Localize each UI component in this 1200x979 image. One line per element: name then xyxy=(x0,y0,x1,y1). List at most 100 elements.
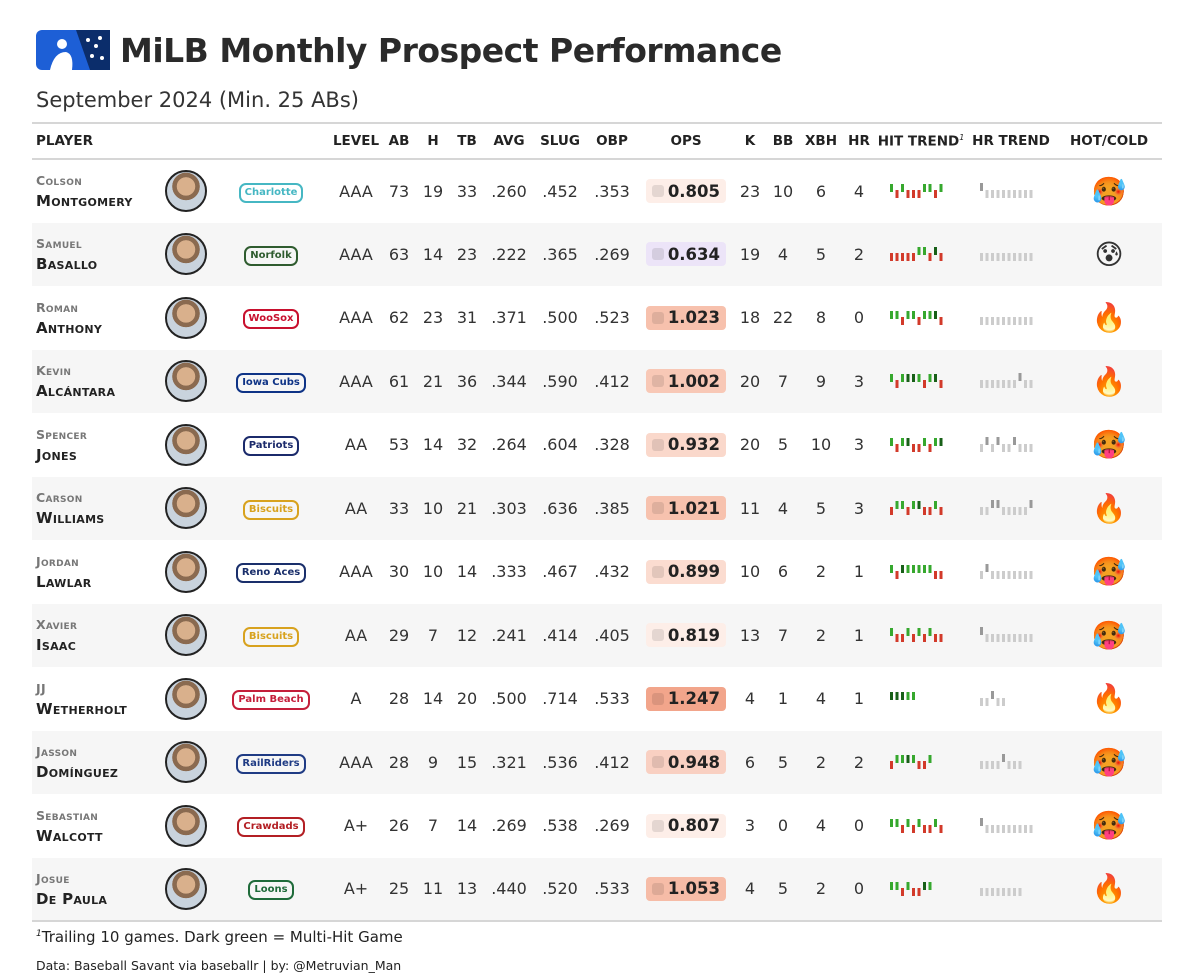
headshot-cell xyxy=(160,350,212,414)
stat-level: AAA xyxy=(339,562,373,582)
hr-bar xyxy=(1002,570,1006,579)
hit-bar xyxy=(906,507,910,516)
team-logo: Biscuits xyxy=(242,626,300,647)
hr-bar xyxy=(1018,253,1022,262)
stat-bb: 5 xyxy=(777,752,789,772)
hit-trend-sparkline xyxy=(890,628,943,643)
stat-slug: .536 xyxy=(542,752,578,772)
hit-bar xyxy=(917,190,921,199)
stat-tb: 14 xyxy=(456,816,478,836)
hit-bar xyxy=(906,818,910,827)
hr-bar xyxy=(1024,443,1028,452)
stat-xbh: 5 xyxy=(815,498,827,518)
hr-bar xyxy=(1018,316,1022,325)
stat-bb: 5 xyxy=(777,435,789,455)
player-first-name: JJ xyxy=(36,680,46,696)
hr-bar xyxy=(996,316,1000,325)
hit-bar xyxy=(901,634,905,643)
hit-bar xyxy=(917,818,921,827)
player-name: Sebastian Walcott xyxy=(32,794,160,858)
team-logo: Norfolk xyxy=(244,245,298,266)
hit-bar xyxy=(895,570,899,579)
team-logo: Palm Beach xyxy=(232,690,310,711)
stat-ops-cell: 1.002 xyxy=(638,350,734,414)
hit-bar xyxy=(906,190,910,199)
stat-k: 20 xyxy=(739,435,761,455)
hr-trend-cell xyxy=(966,223,1056,287)
hit-bar xyxy=(917,628,921,637)
hr-trend-cell xyxy=(966,350,1056,414)
player-last-name: Alcántara xyxy=(36,382,116,401)
stat-ops-cell: 0.932 xyxy=(638,413,734,477)
hr-bar xyxy=(1013,634,1017,643)
stat-ops: 1.023 xyxy=(646,305,727,330)
stat-ops: 1.247 xyxy=(646,686,727,711)
stat-bb: 5 xyxy=(766,857,801,922)
hit-bar xyxy=(901,184,905,193)
hr-trend-cell xyxy=(966,413,1056,477)
hit-bar xyxy=(895,253,899,262)
stat-avg: .241 xyxy=(491,625,527,645)
player-first-name: Xavier xyxy=(36,617,78,633)
hr-bar xyxy=(1024,634,1028,643)
stat-ops-cell: 1.023 xyxy=(638,286,734,350)
stat-ops: 0.805 xyxy=(646,179,727,204)
hit-bar xyxy=(901,501,905,510)
hit-bar xyxy=(934,437,938,446)
hit-bar xyxy=(901,316,905,325)
player-first-name: Jordan xyxy=(36,553,80,569)
hit-bar xyxy=(890,437,894,446)
hit-bar xyxy=(928,507,932,516)
hr-bar xyxy=(1007,570,1011,579)
hr-bar xyxy=(1029,253,1033,262)
hit-bar xyxy=(912,634,916,643)
player-last-name: Walcott xyxy=(36,826,103,845)
hot-cold-cell: 🥵 xyxy=(1056,540,1162,604)
hr-bar xyxy=(1029,500,1033,509)
hr-bar xyxy=(1024,380,1028,389)
hit-bar xyxy=(895,755,899,764)
stat-hr: 4 xyxy=(853,181,865,201)
hr-bar xyxy=(991,253,995,262)
hr-bar xyxy=(985,380,989,389)
hit-bar xyxy=(917,564,921,573)
header-slug: SLUG xyxy=(534,122,587,160)
stat-bb: 7 xyxy=(777,371,789,391)
hit-bar xyxy=(928,184,932,193)
table-row: Xavier Isaac Biscuits AA 29 7 12.241.414.405 0.… xyxy=(32,603,1163,668)
hr-bar xyxy=(996,500,1000,509)
hr-bar xyxy=(996,697,1000,706)
hit-trend-cell xyxy=(876,413,966,477)
stat-ops-cell: 1.053 xyxy=(638,857,735,922)
stat-level: AAA xyxy=(339,752,373,772)
stat-ops: 0.819 xyxy=(646,623,727,648)
stat-level: AAA xyxy=(339,244,373,264)
stat-slug: .452 xyxy=(542,181,578,201)
stat-slug: .500 xyxy=(542,308,578,328)
header-hit-trend-label: HIT TREND xyxy=(877,133,960,150)
headshot-cell xyxy=(160,286,212,350)
hr-bar xyxy=(1029,443,1033,452)
hit-bar xyxy=(906,310,910,319)
hit-bar xyxy=(917,761,921,770)
ops-color-swatch xyxy=(652,375,665,388)
team-logo: Loons xyxy=(248,880,294,901)
player-name: Xavier Isaac xyxy=(32,604,160,668)
stat-bb: 1 xyxy=(777,689,789,709)
stat-tb: 15 xyxy=(456,752,478,772)
hr-trend-cell xyxy=(966,159,1056,223)
ops-value: 0.807 xyxy=(667,816,721,836)
stat-k: 11 xyxy=(739,498,761,518)
ops-color-swatch xyxy=(652,185,665,198)
hit-bar xyxy=(901,374,905,383)
table-row: Jordan Lawlar Reno Aces AAA 30 10 14 .333 .467 .4… xyxy=(32,540,1162,604)
hr-bar xyxy=(1007,380,1011,389)
header-xbh: XBH xyxy=(800,122,843,160)
ops-color-swatch xyxy=(652,629,665,642)
hit-bar xyxy=(939,184,943,193)
hit-trend-cell xyxy=(876,350,966,414)
hit-bar xyxy=(901,755,905,764)
hr-trend-cell xyxy=(966,667,1056,731)
hr-bar xyxy=(1029,570,1033,579)
stat-ab: 62 xyxy=(388,308,410,328)
